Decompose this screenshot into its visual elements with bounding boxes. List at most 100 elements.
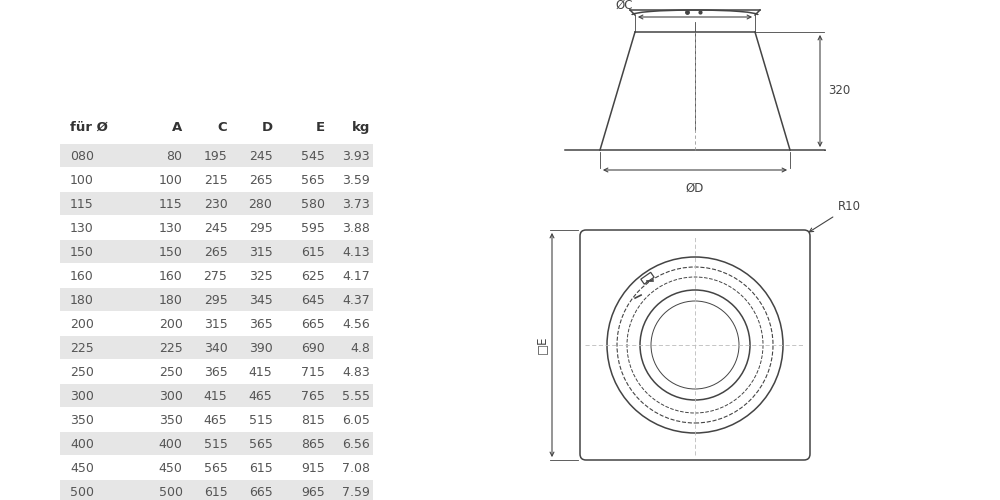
Text: 5.55: 5.55 [342,390,370,402]
Text: 545: 545 [301,150,325,162]
Text: 230: 230 [204,198,227,210]
Text: 815: 815 [301,414,325,426]
Text: 315: 315 [249,246,272,258]
Text: 7.08: 7.08 [342,462,370,474]
Text: 595: 595 [301,222,325,234]
Text: 280: 280 [249,198,272,210]
Text: 200: 200 [159,318,182,330]
Text: 565: 565 [249,438,272,450]
Text: 645: 645 [301,294,325,306]
Text: 295: 295 [204,294,227,306]
Text: 080: 080 [70,150,94,162]
Text: ØC: ØC [615,0,633,12]
Text: 300: 300 [70,390,94,402]
Text: 580: 580 [301,198,325,210]
Text: 245: 245 [249,150,272,162]
Text: 515: 515 [249,414,272,426]
Text: 615: 615 [204,486,227,498]
Text: 115: 115 [159,198,182,210]
Text: C: C [218,121,227,134]
Text: 180: 180 [70,294,94,306]
Text: 215: 215 [204,174,227,186]
Text: 450: 450 [159,462,182,474]
Text: 465: 465 [204,414,227,426]
Text: 415: 415 [204,390,227,402]
Text: 4.56: 4.56 [342,318,370,330]
Text: 965: 965 [301,486,325,498]
Text: 615: 615 [249,462,272,474]
Text: 350: 350 [159,414,182,426]
Text: 315: 315 [204,318,227,330]
Text: 225: 225 [70,342,94,354]
Text: ØD: ØD [686,182,704,195]
Text: 225: 225 [159,342,182,354]
Text: D: D [261,121,272,134]
Text: 3.88: 3.88 [342,222,370,234]
Text: 765: 765 [301,390,325,402]
Bar [60,192,372,215]
Text: 345: 345 [249,294,272,306]
Text: 400: 400 [159,438,182,450]
Text: 350: 350 [70,414,94,426]
Text: 665: 665 [301,318,325,330]
Text: R10: R10 [809,200,861,232]
Text: 4.83: 4.83 [342,366,370,378]
Text: für Ø: für Ø [70,121,108,134]
Text: 390: 390 [249,342,272,354]
Text: 150: 150 [159,246,182,258]
Text: 865: 865 [301,438,325,450]
Text: E: E [316,121,325,134]
Text: 500: 500 [70,486,94,498]
Bar [641,272,654,284]
Bar [60,144,372,167]
Text: 250: 250 [70,366,94,378]
Bar [60,480,372,500]
Text: 4.17: 4.17 [342,270,370,282]
Text: 450: 450 [70,462,94,474]
Text: 245: 245 [204,222,227,234]
Text: 500: 500 [158,486,182,498]
Text: 465: 465 [249,390,272,402]
Text: 100: 100 [159,174,182,186]
Bar [60,240,372,263]
Text: 265: 265 [249,174,272,186]
Text: 340: 340 [204,342,227,354]
Text: 915: 915 [301,462,325,474]
Text: 325: 325 [249,270,272,282]
Text: 3.73: 3.73 [342,198,370,210]
Text: 400: 400 [70,438,94,450]
Text: 6.56: 6.56 [342,438,370,450]
Text: 265: 265 [204,246,227,258]
Text: 515: 515 [204,438,227,450]
Text: 200: 200 [70,318,94,330]
Text: 160: 160 [70,270,94,282]
Text: 100: 100 [70,174,94,186]
Text: 625: 625 [301,270,325,282]
Text: 180: 180 [159,294,182,306]
Text: 115: 115 [70,198,94,210]
Text: 195: 195 [204,150,227,162]
Text: 365: 365 [204,366,227,378]
Text: 565: 565 [301,174,325,186]
Text: 295: 295 [249,222,272,234]
Text: 4.13: 4.13 [342,246,370,258]
Text: □E: □E [536,336,548,354]
Text: 320: 320 [828,84,850,98]
Text: 7.59: 7.59 [342,486,370,498]
Text: 715: 715 [301,366,325,378]
Text: 130: 130 [70,222,94,234]
Text: 4.8: 4.8 [350,342,370,354]
Text: 415: 415 [249,366,272,378]
Bar [60,336,372,359]
Bar [60,288,372,311]
Text: 150: 150 [70,246,94,258]
Text: 3.93: 3.93 [342,150,370,162]
Bar [60,432,372,455]
Bar [60,384,372,407]
Text: 80: 80 [166,150,182,162]
Text: 130: 130 [159,222,182,234]
Text: 300: 300 [159,390,182,402]
Text: 3.59: 3.59 [342,174,370,186]
Text: 4.37: 4.37 [342,294,370,306]
Text: 160: 160 [159,270,182,282]
